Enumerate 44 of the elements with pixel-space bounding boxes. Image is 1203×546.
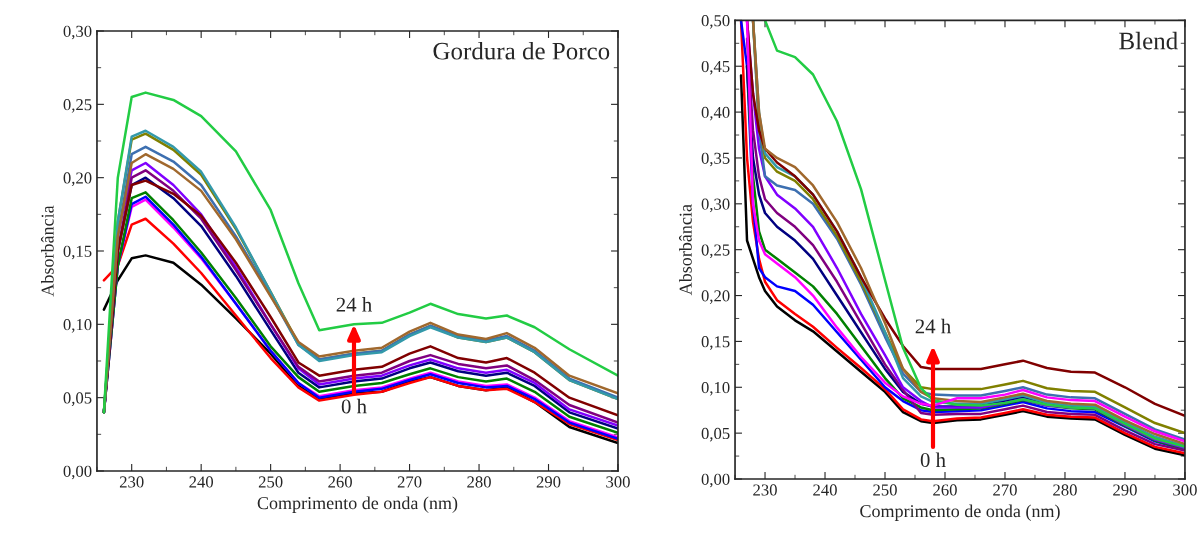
y-tick-label: 0,10 <box>701 381 730 396</box>
x-tick-label: 270 <box>397 476 422 488</box>
y-tick-label: 0,00 <box>701 473 730 488</box>
y-axis-title: Absorbância <box>40 205 54 297</box>
y-tick-label: 0,35 <box>701 152 730 167</box>
annotation: 0 h <box>341 398 367 414</box>
y-tick-label: 0,25 <box>63 99 92 113</box>
y-tick-label: 0,15 <box>701 336 730 350</box>
x-tick-label: 230 <box>753 484 777 496</box>
y-tick-label: 0,20 <box>63 172 92 187</box>
x-tick-label: 270 <box>993 484 1017 496</box>
y-tick-label: 0,05 <box>63 392 92 406</box>
x-tick-label: 300 <box>606 476 630 488</box>
x-axis-title: Comprimento de onda (nm) <box>257 496 458 513</box>
x-tick-label: 260 <box>933 484 957 496</box>
x-tick-label: 300 <box>1173 484 1197 496</box>
x-tick-label: 280 <box>1053 484 1077 496</box>
y-tick-label: 0,20 <box>701 290 730 304</box>
y-tick-label: 0,40 <box>701 106 730 121</box>
y-tick-label: 0,05 <box>701 427 730 442</box>
x-tick-label: 290 <box>1113 484 1137 496</box>
y-axis-title: Absorbância <box>679 204 692 296</box>
y-tick-label: 0,25 <box>701 244 730 259</box>
x-tick-label: 260 <box>328 476 352 488</box>
annotation: 24 h <box>915 318 951 334</box>
x-tick-label: 250 <box>258 476 283 488</box>
x-tick-label: 250 <box>873 484 897 496</box>
x-tick-label: 240 <box>813 484 837 496</box>
annotation: 0 h <box>920 452 946 468</box>
y-tick-label: 0,15 <box>63 245 92 260</box>
annotation: 24 h <box>336 297 372 312</box>
x-tick-label: 230 <box>119 476 144 488</box>
y-tick-label: 0,30 <box>63 25 92 40</box>
y-tick-label: 0,30 <box>701 198 730 213</box>
x-tick-label: 240 <box>189 476 214 488</box>
y-tick-label: 0,10 <box>63 319 92 333</box>
x-axis-title: Comprimento de onda (nm) <box>860 504 1060 521</box>
y-tick-label: 0,00 <box>63 465 92 480</box>
y-tick-label: 0,45 <box>701 60 730 75</box>
chart-title: Blend <box>1119 31 1178 50</box>
chart-title: Gordura de Porco <box>433 42 610 60</box>
x-tick-label: 290 <box>536 476 561 488</box>
x-tick-label: 280 <box>467 476 491 488</box>
y-tick-label: 0,50 <box>701 15 730 29</box>
